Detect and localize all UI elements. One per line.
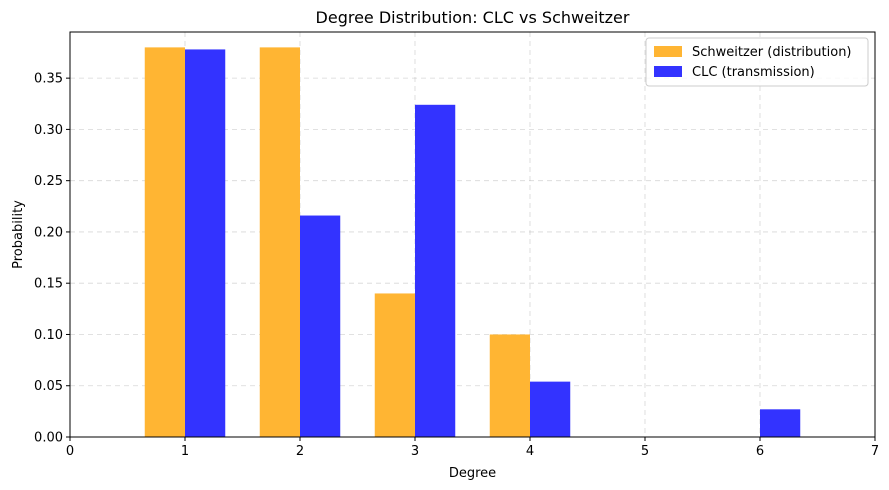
ticks: 0 1 2 3 4 5 6 7 0.00 0.05 0.10 0.15 0.20 0.25 0.30 0.35 (34, 72, 879, 459)
x-tick-label: 3 (411, 444, 419, 459)
y-tick-label: 0.05 (34, 379, 63, 394)
bar-clc-degree-6 (760, 409, 801, 437)
bar-schweitzer-degree-4 (489, 334, 530, 437)
bar-schweitzer-degree-2 (259, 47, 300, 437)
y-tick-label: 0.00 (34, 431, 63, 446)
legend-label-clc: CLC (transmission) (692, 65, 815, 80)
legend-swatch-schweitzer (654, 46, 682, 57)
x-tick-label: 7 (871, 444, 879, 459)
y-tick-label: 0.25 (34, 174, 63, 189)
y-tick-label: 0.15 (34, 277, 63, 292)
x-tick-label: 6 (756, 444, 764, 459)
grid (69, 32, 876, 438)
x-tick-label: 1 (181, 444, 189, 459)
plot-frame (69, 31, 876, 438)
bar-clc-degree-3 (415, 104, 456, 437)
legend-box (645, 37, 869, 87)
legend: Schweitzer (distribution) CLC (transmiss… (645, 37, 869, 87)
bars (144, 47, 801, 437)
y-tick-label: 0.20 (34, 225, 63, 240)
y-axis-title: Probability (11, 200, 26, 269)
y-tick-label: 0.10 (34, 328, 63, 343)
chart-title: Degree Distribution: CLC vs Schweitzer (316, 8, 630, 27)
legend-label-schweitzer: Schweitzer (distribution) (692, 45, 852, 60)
bar-clc-degree-4 (530, 381, 571, 437)
y-tick-label: 0.30 (34, 123, 63, 138)
bar-schweitzer-degree-3 (374, 293, 415, 437)
x-tick-label: 5 (641, 444, 649, 459)
legend-swatch-clc (654, 66, 682, 77)
x-tick-label: 4 (526, 444, 534, 459)
x-tick-label: 0 (66, 444, 74, 459)
bar-clc-degree-1 (185, 49, 226, 437)
y-tick-label: 0.35 (34, 72, 63, 87)
x-axis-title: Degree (449, 466, 496, 481)
bar-schweitzer-degree-1 (144, 47, 185, 437)
x-tick-label: 2 (296, 444, 304, 459)
bar-clc-degree-2 (300, 215, 341, 437)
